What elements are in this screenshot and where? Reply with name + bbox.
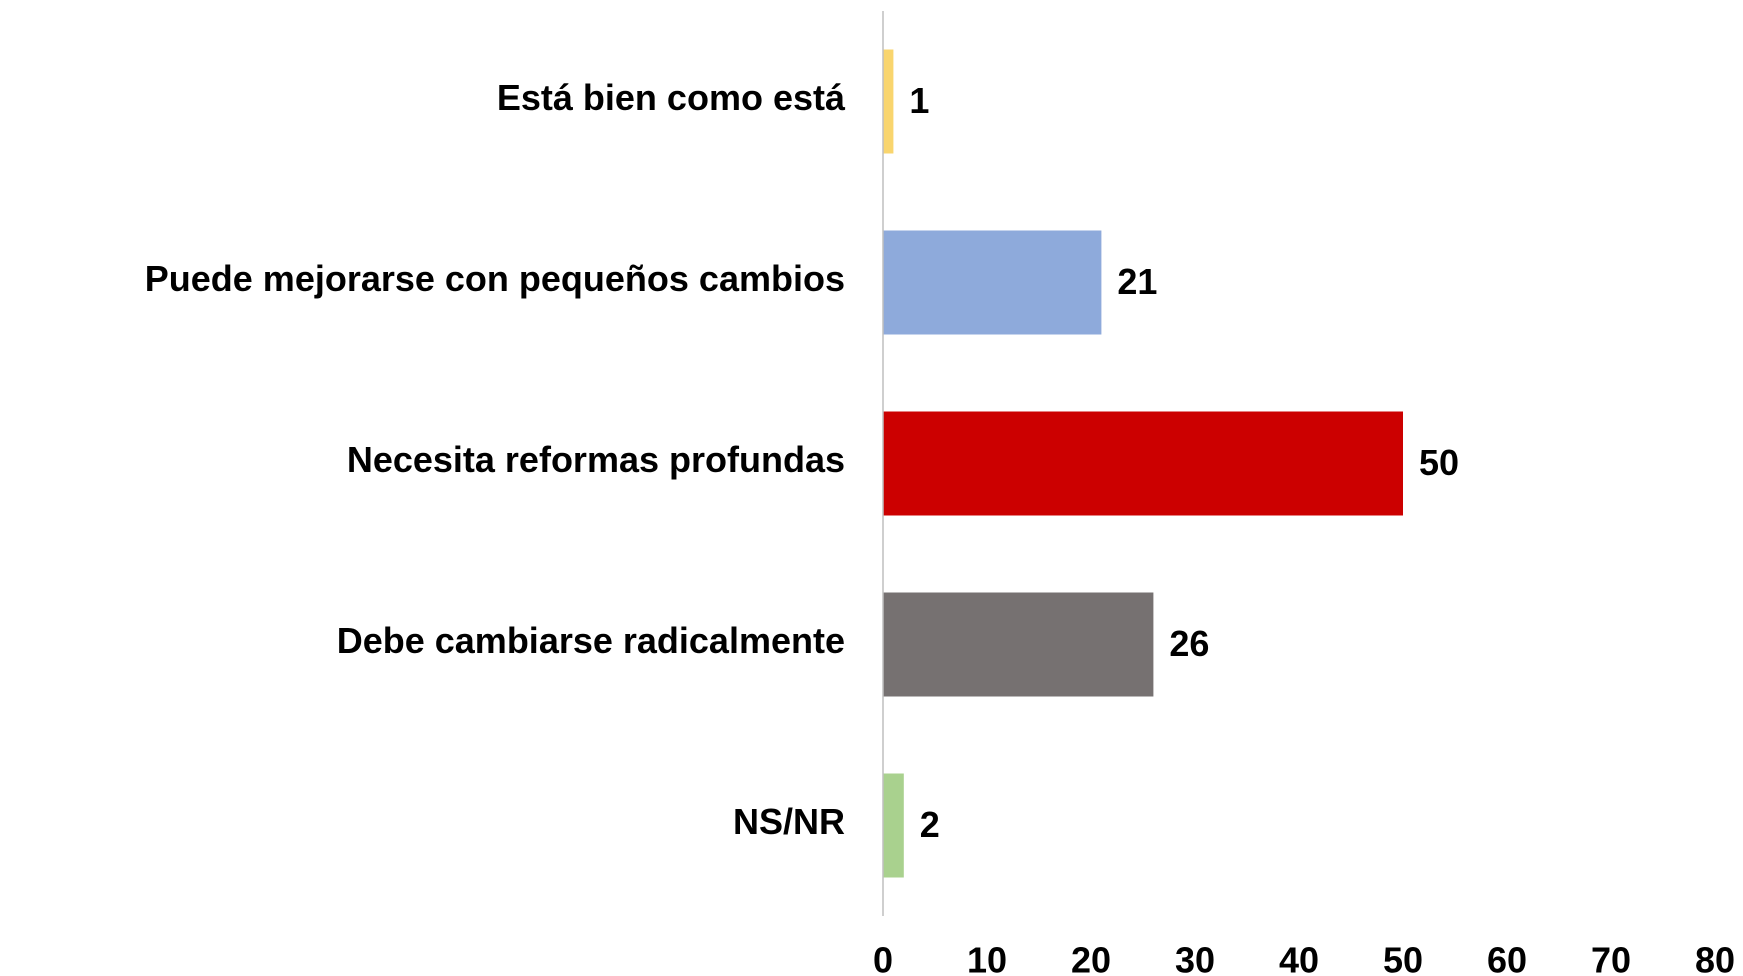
bar — [883, 49, 894, 154]
bar — [883, 411, 1403, 516]
x-tick-label: 40 — [1279, 940, 1319, 976]
y-tick-label: Está bien como está — [497, 77, 846, 118]
value-label: 2 — [920, 804, 940, 845]
x-tick-label: 80 — [1695, 940, 1735, 976]
x-tick-label: 70 — [1591, 940, 1631, 976]
y-tick-label: NS/NR — [733, 801, 845, 842]
bar — [883, 230, 1102, 335]
value-label: 21 — [1117, 261, 1157, 302]
value-label: 50 — [1419, 442, 1459, 483]
value-label: 1 — [909, 80, 929, 121]
x-tick-label: 60 — [1487, 940, 1527, 976]
x-tick-label: 0 — [873, 940, 893, 976]
value-label: 26 — [1169, 623, 1209, 664]
y-tick-label: Debe cambiarse radicalmente — [337, 620, 845, 661]
x-tick-label: 10 — [967, 940, 1007, 976]
bar — [883, 773, 904, 878]
bar — [883, 592, 1154, 697]
y-tick-label: Puede mejorarse con pequeños cambios — [145, 258, 845, 299]
x-tick-label: 30 — [1175, 940, 1215, 976]
x-tick-label: 20 — [1071, 940, 1111, 976]
x-tick-label: 50 — [1383, 940, 1423, 976]
y-tick-label: Necesita reformas profundas — [347, 439, 845, 480]
